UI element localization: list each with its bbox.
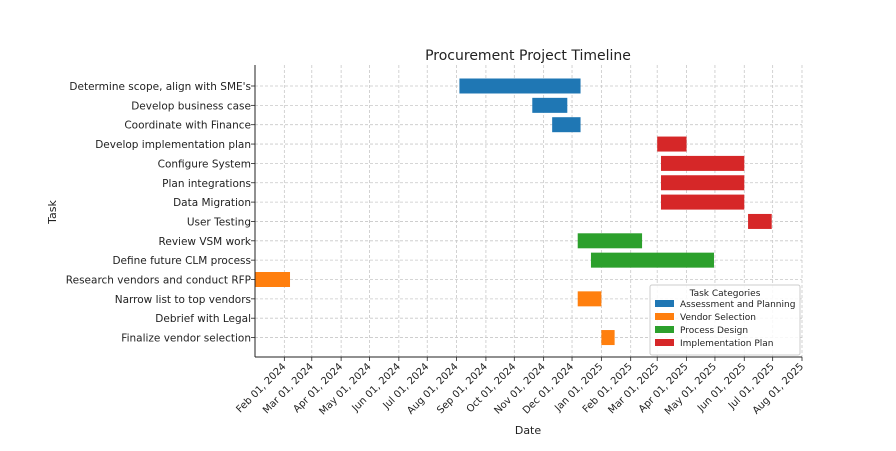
task-label: Develop implementation plan xyxy=(95,139,251,151)
task-label: Research vendors and conduct RFP xyxy=(66,275,251,287)
legend-title: Task Categories xyxy=(689,289,761,299)
task-bar xyxy=(660,175,745,191)
x-tick-label: Aug 01, 2024 xyxy=(405,361,460,416)
task-label: Narrow list to top vendors xyxy=(115,294,251,306)
task-bar xyxy=(657,136,687,152)
legend: Task Categories Assessment and Planning V… xyxy=(649,284,801,356)
task-bar xyxy=(577,291,602,307)
task-label: Debrief with Legal xyxy=(155,313,251,325)
y-axis-label: Task xyxy=(46,200,59,225)
x-tick-label: Dec 01, 2024 xyxy=(521,361,576,416)
x-tick-label: Mar 01, 2024 xyxy=(261,361,316,416)
x-tick-label: May 01, 2024 xyxy=(317,361,373,417)
legend-label: Assessment and Planning xyxy=(680,300,795,310)
legend-swatch xyxy=(655,300,674,307)
legend-label: Process Design xyxy=(680,326,748,336)
task-bar xyxy=(577,233,643,249)
legend-swatch xyxy=(655,313,674,320)
legend-swatch xyxy=(655,339,674,346)
x-axis-label: Date xyxy=(515,424,542,437)
legend-swatch xyxy=(655,326,674,333)
task-bar xyxy=(590,252,714,268)
task-label: Data Migration xyxy=(173,197,251,209)
legend-box xyxy=(649,284,801,356)
task-label: Review VSM work xyxy=(159,236,252,248)
task-bar xyxy=(459,78,581,94)
task-bar xyxy=(660,155,745,171)
legend-label: Vendor Selection xyxy=(680,313,756,323)
legend-label: Implementation Plan xyxy=(680,339,773,349)
x-tick-label: May 01, 2025 xyxy=(663,361,719,417)
task-label: Plan integrations xyxy=(162,178,251,190)
task-bar xyxy=(660,194,745,210)
x-tick-label: Oct 01, 2024 xyxy=(465,361,519,415)
task-label: Configure System xyxy=(158,158,251,170)
x-tick-label: Aug 01, 2025 xyxy=(751,361,806,416)
task-bar xyxy=(255,272,291,287)
task-label: Develop business case xyxy=(131,100,251,112)
task-label: Coordinate with Finance xyxy=(124,120,251,132)
task-label: Determine scope, align with SME's xyxy=(69,81,251,93)
bar-layer xyxy=(255,78,772,346)
task-bar xyxy=(748,213,772,229)
task-label: Define future CLM process xyxy=(112,255,251,267)
task-bar xyxy=(552,117,581,133)
legend-items: Assessment and Planning Vendor Selection P… xyxy=(655,300,795,349)
task-bar xyxy=(532,97,568,113)
task-label: User Testing xyxy=(187,216,251,228)
chart-title: Procurement Project Timeline xyxy=(425,48,631,64)
task-bar xyxy=(601,330,615,346)
task-label: Finalize vendor selection xyxy=(121,333,251,345)
